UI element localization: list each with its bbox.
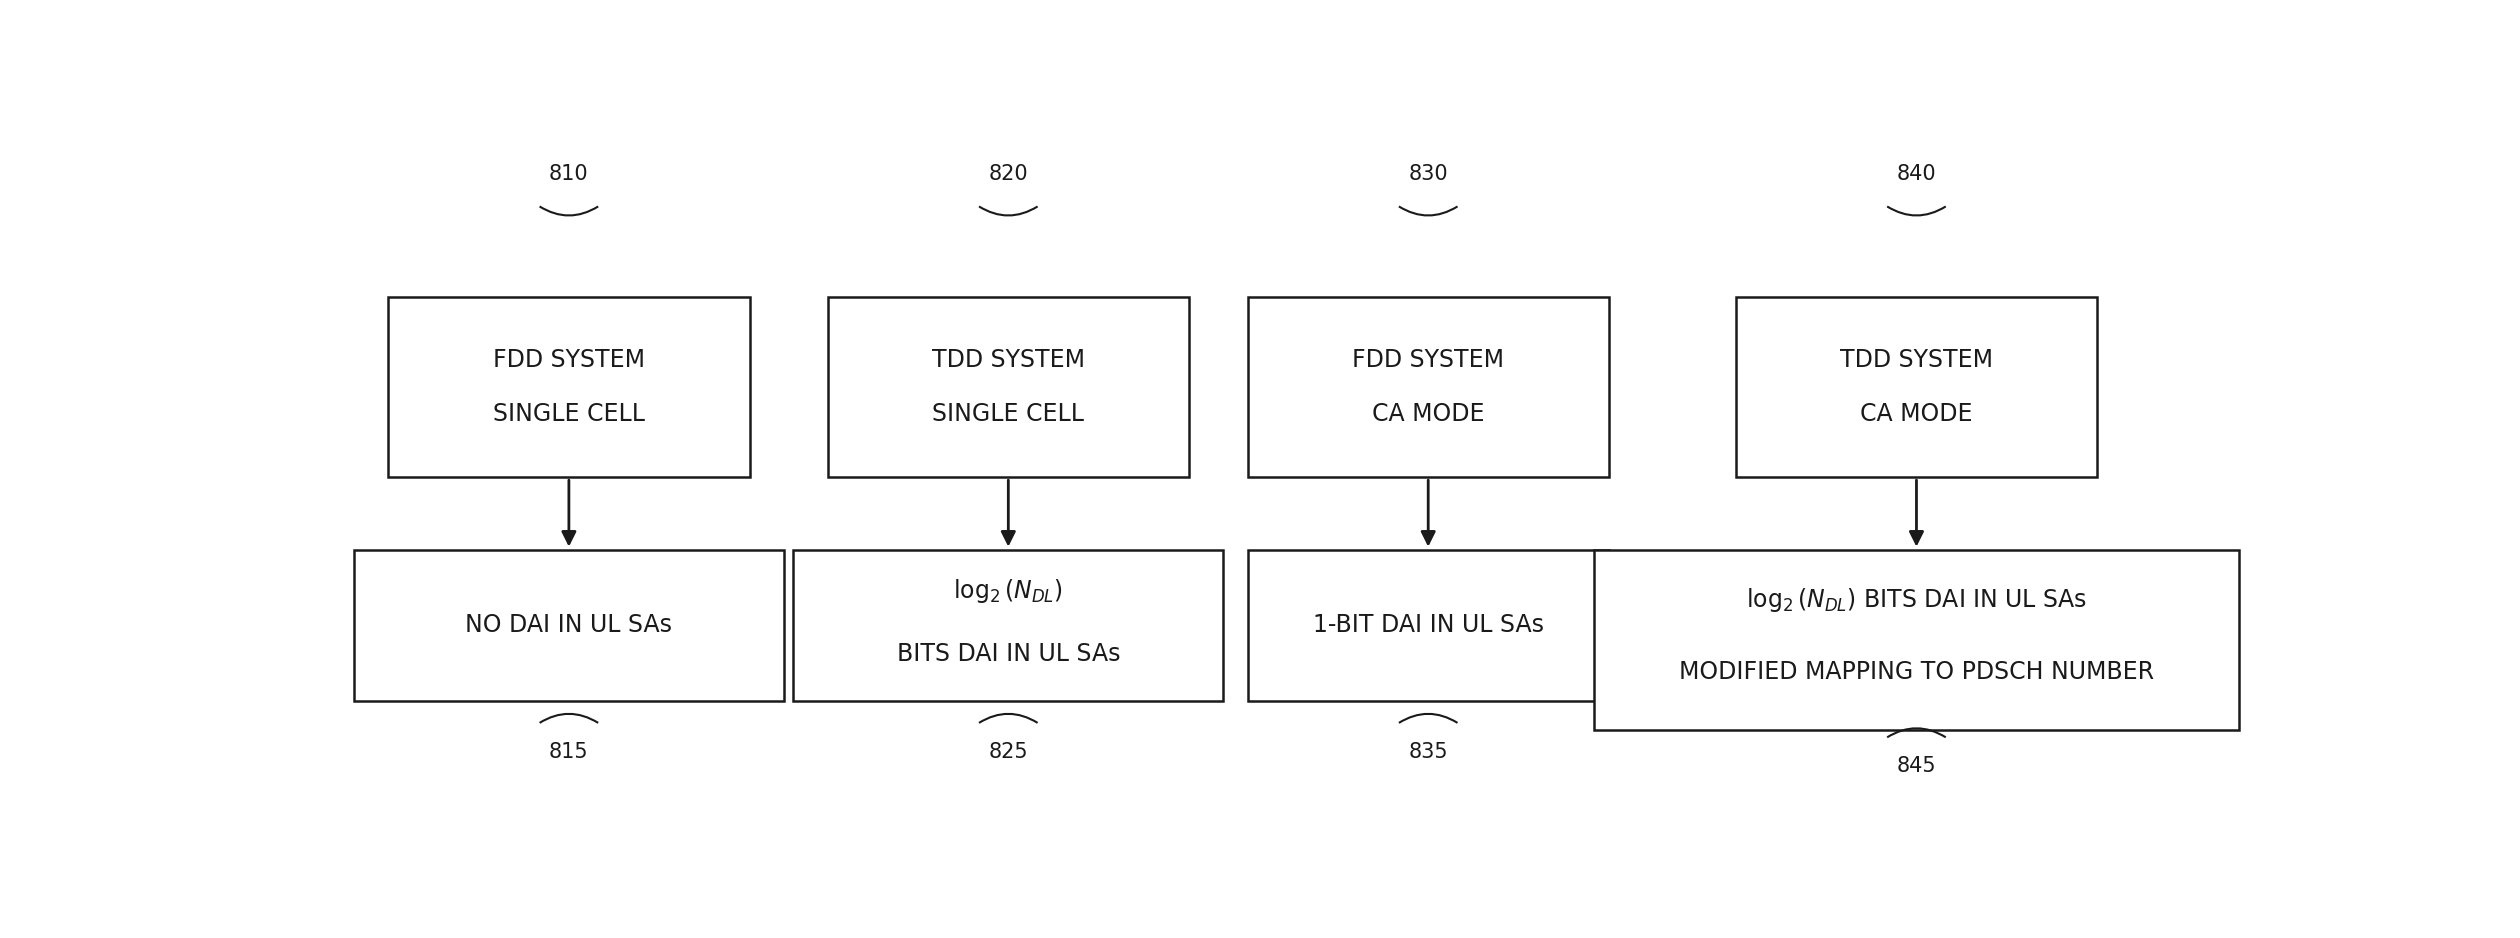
Text: TDD SYSTEM: TDD SYSTEM (932, 348, 1084, 372)
Bar (1247, 550, 1608, 702)
Text: 845: 845 (1898, 756, 1935, 777)
Bar (1595, 550, 2238, 730)
Bar (1247, 296, 1608, 477)
Bar (827, 296, 1189, 477)
Text: SINGLE CELL: SINGLE CELL (494, 402, 645, 426)
Text: TDD SYSTEM: TDD SYSTEM (1840, 348, 1993, 372)
Text: CA MODE: CA MODE (1371, 402, 1484, 426)
Text: 830: 830 (1409, 164, 1449, 184)
Bar (1736, 296, 2097, 477)
Text: FDD SYSTEM: FDD SYSTEM (494, 348, 645, 372)
Bar (794, 550, 1222, 702)
Text: 810: 810 (549, 164, 590, 184)
Text: $\log_2(N_{DL})$: $\log_2(N_{DL})$ (953, 577, 1063, 605)
Text: MODIFIED MAPPING TO PDSCH NUMBER: MODIFIED MAPPING TO PDSCH NUMBER (1678, 660, 2155, 685)
Bar (353, 550, 784, 702)
Text: 835: 835 (1409, 742, 1449, 762)
Text: NO DAI IN UL SAs: NO DAI IN UL SAs (466, 613, 673, 637)
Text: 820: 820 (988, 164, 1028, 184)
Text: 840: 840 (1898, 164, 1935, 184)
Bar (388, 296, 748, 477)
Text: SINGLE CELL: SINGLE CELL (932, 402, 1084, 426)
Text: CA MODE: CA MODE (1860, 402, 1973, 426)
Text: 825: 825 (988, 742, 1028, 762)
Text: 815: 815 (549, 742, 590, 762)
Text: 1-BIT DAI IN UL SAs: 1-BIT DAI IN UL SAs (1313, 613, 1545, 637)
Text: $\log_2(N_{DL})$ BITS DAI IN UL SAs: $\log_2(N_{DL})$ BITS DAI IN UL SAs (1746, 586, 2087, 614)
Text: FDD SYSTEM: FDD SYSTEM (1353, 348, 1504, 372)
Text: BITS DAI IN UL SAs: BITS DAI IN UL SAs (897, 643, 1119, 666)
